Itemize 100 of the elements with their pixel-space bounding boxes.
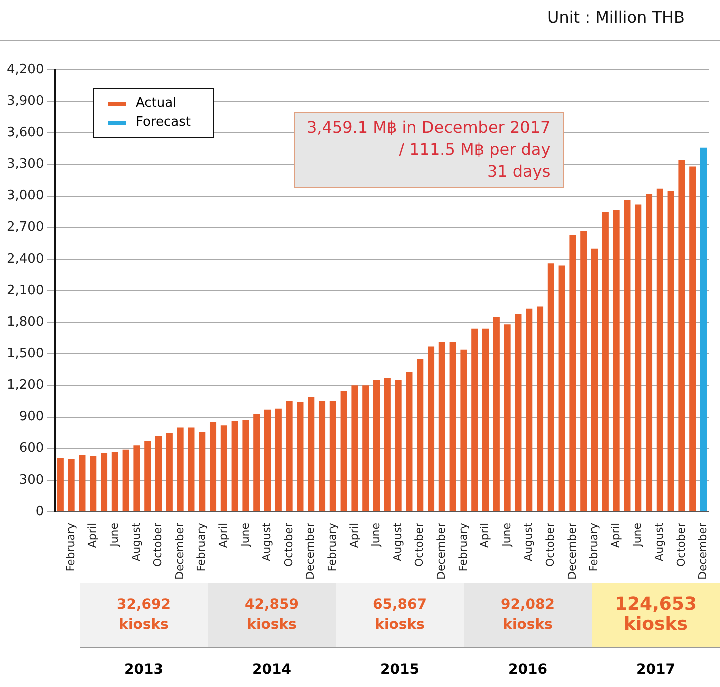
x-tick-label: February bbox=[588, 522, 601, 572]
x-tick-label: October bbox=[152, 522, 165, 567]
x-tick-label: October bbox=[413, 522, 426, 567]
bar bbox=[373, 380, 380, 512]
bar bbox=[68, 459, 75, 512]
y-tick-label: 300 bbox=[19, 472, 44, 488]
bar bbox=[352, 386, 358, 512]
x-tick-label: June bbox=[238, 522, 252, 548]
bar bbox=[580, 231, 588, 512]
callout-box: 3,459.1 M฿ in December 2017 / 111.5 M฿ per day 31 days bbox=[294, 112, 564, 188]
x-tick-label: February bbox=[456, 522, 470, 572]
bar bbox=[242, 420, 250, 512]
x-tick-label: April bbox=[86, 522, 100, 548]
y-tick-label: 4,200 bbox=[7, 62, 44, 78]
bar bbox=[57, 458, 64, 512]
y-tick-label: 3,000 bbox=[7, 188, 44, 204]
text: 2016 bbox=[508, 662, 548, 678]
bar bbox=[438, 342, 446, 512]
y-tick-label: 1,500 bbox=[7, 346, 44, 362]
bar bbox=[144, 441, 152, 512]
bar bbox=[122, 450, 130, 512]
bar bbox=[668, 191, 674, 512]
bar bbox=[406, 372, 413, 512]
bar bbox=[330, 401, 336, 512]
y-tick-label: 600 bbox=[19, 441, 44, 456]
x-tick-label: April bbox=[348, 522, 361, 548]
y-tick-label: 2,400 bbox=[7, 252, 44, 267]
x-tick-label: April bbox=[478, 522, 492, 548]
bar bbox=[395, 380, 402, 512]
bar bbox=[678, 160, 686, 512]
bar bbox=[254, 414, 260, 512]
y-tick-label: 2,700 bbox=[7, 220, 44, 236]
bar bbox=[112, 452, 118, 512]
legend-label: Forecast bbox=[136, 114, 192, 132]
y-tick-label: 900 bbox=[19, 410, 44, 425]
bar bbox=[635, 204, 642, 512]
x-tick-label: December bbox=[173, 522, 186, 580]
bar bbox=[515, 314, 522, 512]
bar bbox=[504, 324, 511, 512]
x-tick-label: August bbox=[130, 522, 143, 562]
bar bbox=[613, 210, 620, 512]
x-tick-label: June bbox=[370, 522, 383, 548]
bar bbox=[472, 328, 478, 512]
bar bbox=[690, 166, 696, 512]
x-tick-label: August bbox=[391, 522, 404, 562]
bar bbox=[199, 432, 206, 512]
y-tick-label: 3,300 bbox=[7, 157, 44, 172]
bar bbox=[428, 346, 435, 512]
bar bbox=[591, 248, 598, 512]
bar bbox=[100, 453, 108, 512]
text: 2014 bbox=[252, 662, 292, 678]
bar bbox=[624, 200, 631, 512]
bar bbox=[700, 148, 708, 512]
y-tick-label: 1,200 bbox=[7, 378, 44, 394]
bar bbox=[308, 397, 315, 512]
bar bbox=[656, 188, 664, 512]
x-tick-label: December bbox=[435, 522, 448, 580]
x-tick-label: October bbox=[674, 522, 688, 567]
x-tick-label: December bbox=[566, 522, 579, 580]
y-tick-label: 1,800 bbox=[7, 314, 44, 330]
bar bbox=[548, 264, 554, 512]
bar bbox=[482, 328, 490, 512]
x-tick-label: August bbox=[653, 522, 666, 562]
x-tick-label: August bbox=[260, 522, 274, 562]
bar bbox=[264, 410, 272, 512]
x-tick-label: February bbox=[195, 522, 208, 572]
text: 92,082 kiosks bbox=[464, 583, 592, 647]
text: 124,653 kiosks bbox=[592, 583, 720, 647]
x-tick-label: October bbox=[282, 522, 296, 567]
bar bbox=[646, 194, 653, 512]
y-tick-label: 3,900 bbox=[7, 94, 44, 109]
bar bbox=[570, 235, 576, 512]
bar bbox=[460, 350, 468, 512]
bar bbox=[155, 436, 162, 512]
text: 32,692 kiosks bbox=[80, 583, 208, 647]
text: 65,867 kiosks bbox=[336, 583, 464, 647]
bar bbox=[90, 456, 97, 512]
x-tick-label: June bbox=[631, 522, 644, 548]
x-tick-label: December bbox=[304, 522, 318, 580]
text: 2017 bbox=[636, 662, 676, 678]
bar bbox=[79, 455, 86, 512]
bar bbox=[450, 342, 456, 512]
legend-label: Actual bbox=[136, 95, 177, 113]
bar bbox=[340, 390, 348, 512]
bar bbox=[362, 386, 370, 512]
bar bbox=[602, 212, 609, 512]
bar bbox=[275, 408, 282, 512]
x-tick-label: April bbox=[217, 522, 230, 548]
y-tick-label: 2,100 bbox=[7, 283, 44, 298]
bar bbox=[166, 433, 173, 512]
x-tick-label: August bbox=[522, 522, 536, 562]
bar bbox=[558, 266, 566, 512]
text: 2013 bbox=[124, 662, 164, 678]
bar bbox=[210, 422, 217, 512]
x-tick-label: June bbox=[500, 522, 514, 548]
bar bbox=[134, 446, 140, 512]
x-tick-label: December bbox=[696, 522, 710, 580]
bar bbox=[536, 306, 544, 512]
y-tick-label: 0 bbox=[36, 504, 44, 520]
text: 42,859 kiosks bbox=[208, 583, 336, 647]
